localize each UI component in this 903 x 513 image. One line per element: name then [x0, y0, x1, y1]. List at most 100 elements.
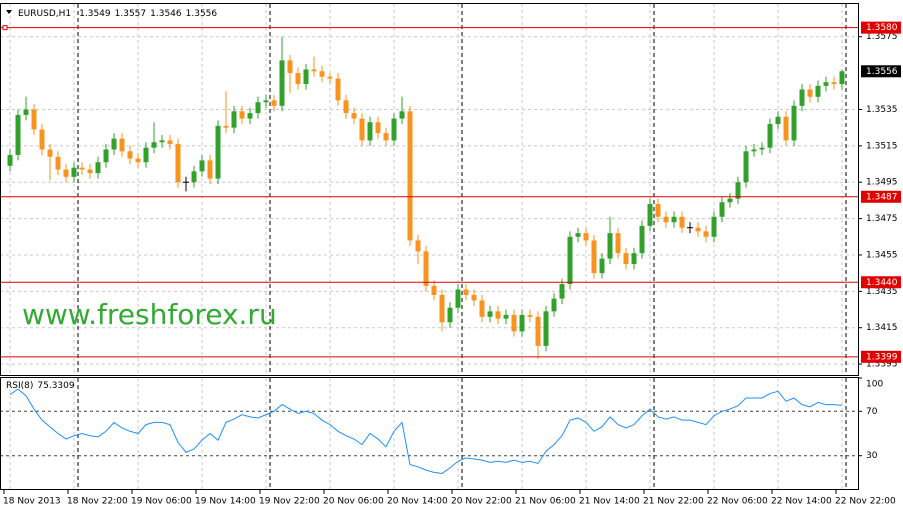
candle-body — [95, 162, 101, 174]
candle-body — [407, 111, 413, 241]
candle-body — [239, 111, 245, 119]
watermark: www.freshforex.ru — [22, 298, 277, 331]
candle-body — [703, 231, 709, 237]
x-tick-label: 21 Nov 06:00 — [515, 497, 576, 507]
candle-body — [783, 116, 789, 141]
y-tick-label: 1.3535 — [866, 105, 898, 115]
level-label: 1.3399 — [866, 352, 898, 362]
candle-body — [575, 233, 581, 237]
rsi-frame — [0, 377, 859, 490]
candle-body — [527, 314, 533, 317]
candle-body — [831, 82, 837, 85]
candle-body — [727, 198, 733, 203]
candle-body — [159, 140, 165, 143]
x-tick-label: 20 Nov 06:00 — [323, 497, 384, 507]
rsi-line — [9, 388, 843, 474]
candle-body — [271, 100, 277, 106]
candle-body — [447, 307, 453, 323]
candle-body — [543, 311, 549, 346]
candle-body — [559, 284, 565, 299]
candle-body — [279, 60, 285, 106]
candle-body — [327, 76, 333, 79]
x-tick-label: 22 Nov 22:00 — [835, 497, 896, 507]
candle-body — [823, 82, 829, 86]
candle-body — [607, 233, 613, 259]
candle-body — [39, 129, 45, 150]
candle-body — [263, 100, 269, 103]
candle-body — [695, 227, 701, 232]
candle-body — [111, 138, 117, 150]
candle-body — [119, 138, 125, 152]
candle-body — [415, 240, 421, 252]
candle-body — [583, 233, 589, 241]
symbol: EURUSD,H1 — [18, 9, 71, 19]
level-label-box — [861, 350, 901, 363]
candle-body — [151, 142, 157, 148]
candle-body — [487, 311, 493, 317]
candle-body — [767, 124, 773, 148]
y-tick-label: 1.3475 — [866, 214, 898, 224]
candle-body — [511, 314, 517, 332]
candle-body — [71, 167, 77, 177]
candle-body — [759, 147, 765, 150]
candle-body — [135, 158, 141, 163]
y-tick-label: 1.3515 — [866, 141, 898, 151]
level-label-box — [861, 21, 901, 34]
candle-body — [55, 156, 61, 170]
y-tick-label: 1.3495 — [866, 178, 898, 188]
candle-body — [647, 204, 653, 226]
candle-body — [199, 160, 205, 172]
candle-body — [815, 85, 821, 97]
candle-body — [775, 116, 781, 125]
candle-body — [359, 118, 365, 141]
candle-body — [335, 78, 341, 101]
price-label: 1.3556 — [866, 67, 898, 77]
header-close: 1.3556 — [186, 9, 218, 19]
header: EURUSD,H1 1.3549 1.3557 1.3546 1.3556 — [18, 9, 217, 19]
candle-body — [223, 125, 229, 128]
candle-body — [7, 154, 13, 166]
candle-body — [503, 314, 509, 319]
candle-body — [431, 285, 437, 295]
rsi-tick-label: 70 — [866, 407, 878, 417]
candle-body — [639, 225, 645, 254]
level-label: 1.3440 — [866, 278, 898, 288]
level-anchor — [2, 25, 8, 31]
x-tick-label: 20 Nov 14:00 — [387, 497, 448, 507]
candle-body — [79, 167, 85, 170]
candle-body — [439, 294, 445, 323]
x-tick-label: 19 Nov 06:00 — [131, 497, 192, 507]
candle-body — [367, 122, 373, 141]
candle-body — [671, 216, 677, 223]
rsi-tick-label: 100 — [866, 380, 883, 390]
rsi-tick-label: 30 — [866, 451, 878, 461]
candle-body — [495, 311, 501, 319]
candle-body — [719, 202, 725, 217]
y-tick-label: 1.3415 — [866, 323, 898, 333]
level-label-box — [861, 190, 901, 203]
candle-body — [143, 147, 149, 163]
candle-body — [255, 102, 261, 114]
x-tick-label: 21 Nov 14:00 — [579, 497, 640, 507]
x-tick-label: 18 Nov 2013 — [3, 497, 61, 507]
candle-body — [231, 111, 237, 128]
candle-body — [399, 111, 405, 119]
candle-body — [167, 140, 173, 145]
rsi-name: RSI(8) — [6, 381, 33, 391]
x-tick-label: 22 Nov 06:00 — [707, 497, 768, 507]
candle-body — [343, 100, 349, 114]
level-label-box — [861, 276, 901, 289]
level-label: 1.3580 — [866, 23, 898, 33]
candle-body — [479, 300, 485, 317]
candle-body — [679, 216, 685, 228]
header-low: 1.3546 — [150, 9, 182, 19]
candle-body — [743, 151, 749, 183]
candle-body — [567, 236, 573, 285]
candle-body — [47, 149, 53, 157]
x-tick-label: 22 Nov 14:00 — [771, 497, 832, 507]
candle-body — [599, 258, 605, 274]
candle-body — [15, 114, 21, 155]
candle-body — [751, 149, 757, 152]
